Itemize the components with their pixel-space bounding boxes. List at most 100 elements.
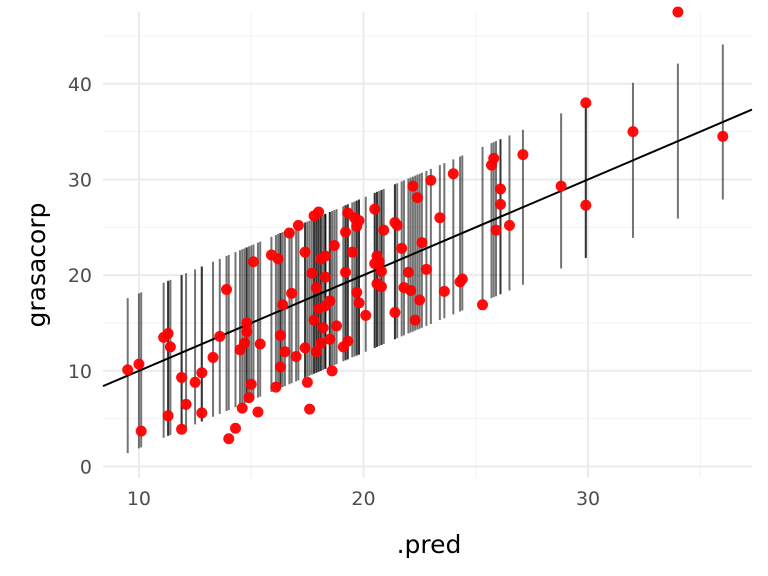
reference-line xyxy=(102,108,753,388)
data-point xyxy=(319,271,331,283)
data-point xyxy=(176,372,188,384)
data-point xyxy=(243,392,255,404)
data-point xyxy=(340,226,352,238)
data-point xyxy=(420,263,432,275)
x-tick-label: 30 xyxy=(576,488,600,510)
data-point xyxy=(494,183,506,195)
data-point xyxy=(627,126,639,138)
data-point xyxy=(277,299,289,311)
data-point xyxy=(122,364,134,376)
data-point xyxy=(447,168,459,180)
data-point xyxy=(162,410,174,422)
data-point xyxy=(286,287,298,299)
x-tick-label: 10 xyxy=(127,488,151,510)
data-point xyxy=(375,281,387,293)
data-point xyxy=(176,423,188,435)
data-point xyxy=(236,402,248,414)
data-point xyxy=(411,192,423,204)
data-point xyxy=(402,266,414,278)
data-point xyxy=(310,346,322,358)
data-point xyxy=(241,326,253,338)
data-point xyxy=(353,215,365,227)
data-point xyxy=(717,130,729,142)
data-point xyxy=(214,330,226,342)
data-point xyxy=(279,346,291,358)
data-point xyxy=(133,358,145,370)
data-point xyxy=(241,317,253,329)
data-point xyxy=(164,341,176,353)
data-point xyxy=(290,350,302,362)
y-axis-title: grasacorp xyxy=(22,203,51,328)
data-points xyxy=(122,6,729,445)
data-point xyxy=(304,403,316,415)
data-point xyxy=(324,295,336,307)
data-point xyxy=(272,253,284,265)
data-point xyxy=(425,174,437,186)
data-point xyxy=(353,297,365,309)
data-point xyxy=(324,333,336,345)
data-point xyxy=(310,282,322,294)
data-point xyxy=(369,203,381,215)
data-point xyxy=(180,398,192,410)
data-point xyxy=(346,246,358,258)
data-point xyxy=(555,180,567,192)
data-point xyxy=(326,365,338,377)
data-point xyxy=(301,376,313,388)
data-point xyxy=(252,406,264,418)
data-point xyxy=(416,237,428,249)
data-point xyxy=(414,294,426,306)
data-point xyxy=(378,224,390,236)
data-point xyxy=(196,407,208,419)
y-tick-labels: 0 10 20 30 40 xyxy=(68,74,92,479)
data-point xyxy=(434,212,446,224)
data-point xyxy=(313,206,325,218)
data-point xyxy=(221,283,233,295)
data-point xyxy=(162,328,174,340)
data-point xyxy=(317,322,329,334)
y-tick-label: 20 xyxy=(68,265,92,287)
data-point xyxy=(488,152,500,164)
data-point xyxy=(396,242,408,254)
data-point xyxy=(207,351,219,363)
reference-line-group xyxy=(102,108,753,388)
data-point xyxy=(189,376,201,388)
data-point xyxy=(373,256,385,268)
data-point xyxy=(375,265,387,277)
data-point xyxy=(409,314,421,326)
data-point xyxy=(405,284,417,296)
data-point xyxy=(494,198,506,210)
data-point xyxy=(407,180,419,192)
data-point xyxy=(247,256,259,268)
data-point xyxy=(328,239,340,251)
data-point xyxy=(299,246,311,258)
data-point xyxy=(391,219,403,231)
data-point xyxy=(245,378,257,390)
data-point xyxy=(274,329,286,341)
data-point xyxy=(319,250,331,262)
data-point xyxy=(283,227,295,239)
data-point xyxy=(223,433,235,445)
x-tick-label: 20 xyxy=(351,488,375,510)
data-point xyxy=(299,342,311,354)
data-point xyxy=(438,285,450,297)
data-point xyxy=(270,381,282,393)
data-point xyxy=(308,314,320,326)
data-point xyxy=(196,367,208,379)
data-point xyxy=(490,224,502,236)
data-point xyxy=(580,199,592,211)
data-point xyxy=(274,361,286,373)
data-point xyxy=(315,337,327,349)
data-point xyxy=(456,273,468,285)
data-point xyxy=(672,6,684,18)
data-point xyxy=(342,335,354,347)
data-point xyxy=(580,97,592,109)
x-tick-labels: 10 20 30 xyxy=(127,488,600,510)
data-point xyxy=(360,309,372,321)
data-point xyxy=(351,286,363,298)
data-point xyxy=(517,149,529,161)
data-point xyxy=(389,306,401,318)
x-axis-title: .pred xyxy=(397,530,462,559)
y-tick-label: 10 xyxy=(68,361,92,383)
data-point xyxy=(229,422,241,434)
y-tick-label: 30 xyxy=(68,169,92,191)
